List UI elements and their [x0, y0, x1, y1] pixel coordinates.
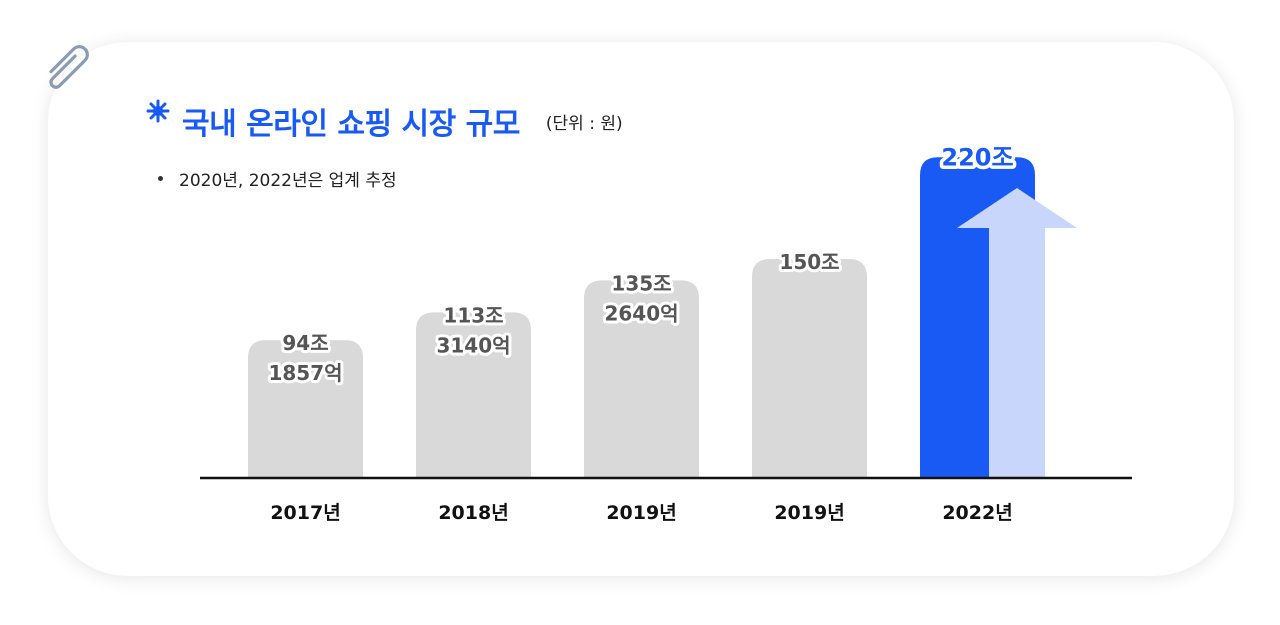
data-label: 1857억 [268, 361, 342, 385]
unit-label: (단위 : 원) [545, 113, 623, 134]
data-label: 220조 [941, 143, 1013, 171]
bar-2 [416, 312, 531, 477]
data-label: 94조 [282, 331, 328, 355]
asterisk-icon [146, 99, 170, 123]
data-label: 113조 [443, 303, 503, 327]
note-text: 2020년, 2022년은 업계 추정 [179, 171, 397, 191]
data-label: 3140억 [436, 333, 510, 357]
footnote: 2020년, 2022년은 업계 추정 [158, 166, 397, 191]
data-label: 2640억 [604, 301, 678, 325]
x-tick-label: 2017년 [270, 502, 340, 524]
x-tick-label: 2022년 [942, 502, 1012, 524]
bar-4 [752, 259, 867, 477]
x-tick-label: 2018년 [438, 502, 508, 524]
x-tick-label: 2019년 [774, 502, 844, 524]
growth-arrow-icon [957, 188, 1077, 477]
bullet-dot [158, 176, 163, 181]
data-label: 135조 [611, 271, 671, 295]
paperclip-icon [49, 45, 89, 89]
x-tick-label: 2019년 [606, 502, 676, 524]
title-row: 국내 온라인 쇼핑 시장 규모 (단위 : 원) [146, 96, 623, 146]
data-label: 150조 [779, 250, 839, 274]
chart-title: 국내 온라인 쇼핑 시장 규모 [182, 107, 520, 142]
bar-1 [248, 340, 363, 477]
bar-3 [584, 280, 699, 477]
